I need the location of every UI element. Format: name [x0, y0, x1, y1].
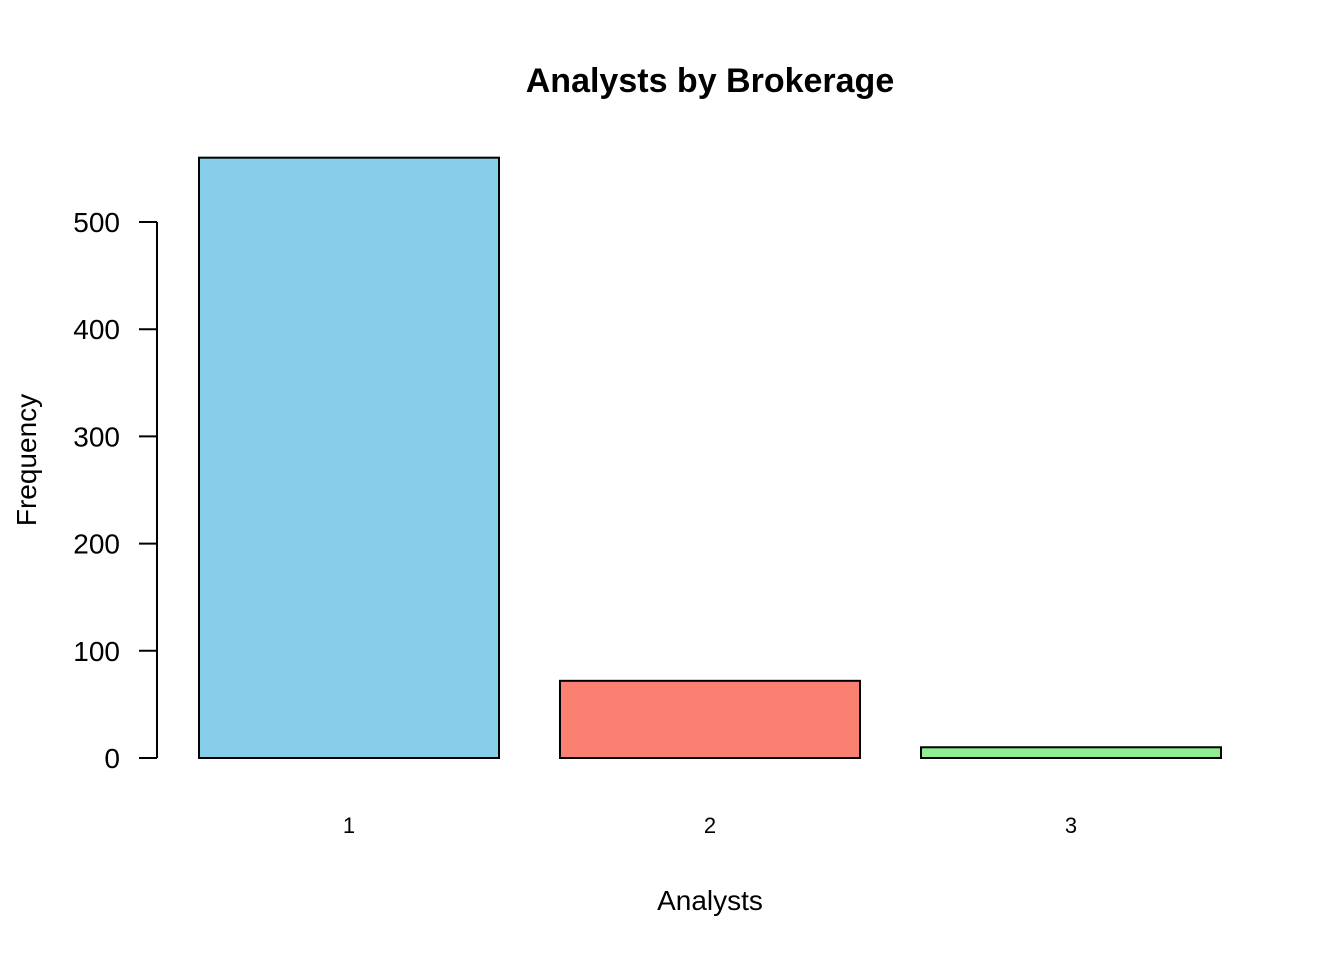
x-tick-labels: 1 2 3 [343, 813, 1077, 838]
x-tick-label: 1 [343, 813, 355, 838]
y-tick-label: 100 [73, 636, 120, 667]
y-axis-label: Frequency [11, 394, 42, 526]
bars [198, 156, 1222, 760]
chart-title: Analysts by Brokerage [526, 62, 895, 100]
y-tick-label: 0 [104, 743, 120, 774]
x-tick-label: 3 [1065, 813, 1077, 838]
y-tick-label: 500 [73, 207, 120, 238]
y-axis: 0 100 200 300 400 500 [73, 207, 158, 774]
y-tick-label: 300 [73, 421, 120, 452]
bar-3 [920, 746, 1222, 760]
x-tick-label: 2 [704, 813, 716, 838]
y-tick-label: 400 [73, 314, 120, 345]
bar-2 [559, 679, 861, 759]
x-axis-label: Analysts [657, 885, 763, 916]
bar-1 [198, 156, 500, 759]
y-tick-label: 200 [73, 529, 120, 560]
